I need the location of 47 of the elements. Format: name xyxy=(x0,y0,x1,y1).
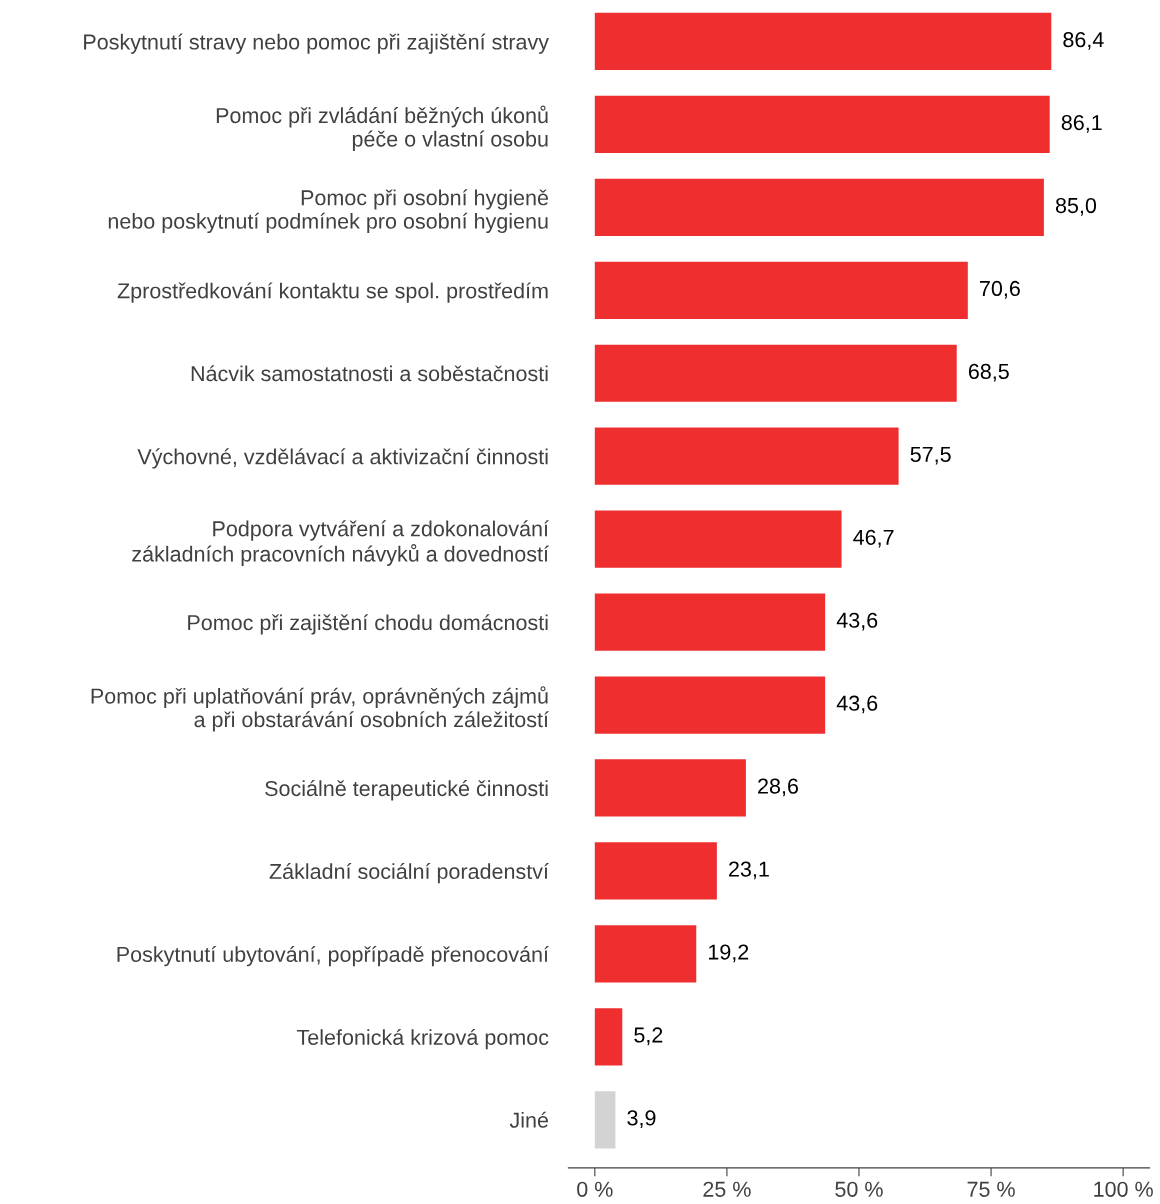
data-label: 5,2 xyxy=(634,1027,663,1046)
data-label: 86,1 xyxy=(1061,114,1102,133)
x-tick-label: 75 % xyxy=(967,1181,1015,1197)
x-tick-label: 25 % xyxy=(703,1181,751,1197)
y-tick-label: Výchovné, vzdělávací a aktivizační činnosti xyxy=(137,448,548,469)
bar xyxy=(594,427,899,485)
bar xyxy=(594,759,746,817)
y-tick-label: Sociálně terapeutické činnosti xyxy=(265,780,548,801)
data-label: 23,1 xyxy=(729,861,769,880)
y-tick-label: Podpora vytváření a zdokonalování základních pracovních návyků a dovedností xyxy=(132,520,549,566)
data-label: 86,4 xyxy=(1063,32,1104,50)
y-tick-label: Poskytnutí ubytování, popřípadě přenocování xyxy=(117,945,549,967)
y-tick-label: Pomoc při zajištění chodu domácnosti xyxy=(188,614,548,635)
y-tick-label: Poskytnutí stravy nebo pomoc při zajištění stravy xyxy=(84,33,549,54)
data-label: 70,6 xyxy=(980,280,1020,299)
bar xyxy=(594,1008,623,1066)
data-label: 19,2 xyxy=(709,944,749,963)
bar xyxy=(594,12,1052,71)
data-label: 43,6 xyxy=(836,612,878,631)
y-tick-label: Základní sociální poradenství xyxy=(269,863,549,884)
x-tick-label: 100 % xyxy=(1094,1181,1153,1197)
bar xyxy=(594,95,1050,154)
data-label: 43,6 xyxy=(836,695,878,714)
bar xyxy=(594,510,842,568)
y-tick-label: Jiné xyxy=(509,1111,548,1128)
x-tick-label: 50 % xyxy=(835,1181,883,1197)
y-tick-label: Pomoc při osobní hygieně nebo poskytnutí podmínek pro osobní hygienu xyxy=(108,189,549,234)
data-label: 68,5 xyxy=(968,363,1009,382)
data-label: 85,0 xyxy=(1055,197,1097,216)
y-tick-label: Zprostředkování kontaktu se spol. prostředím xyxy=(117,282,548,303)
bar xyxy=(594,178,1044,236)
bar xyxy=(594,261,968,319)
y-tick-label: Pomoc při zvládání běžných úkonů péče o vlastní osobu xyxy=(216,105,548,151)
y-tick-label: Nácvik samostatnosti a soběstačnosti xyxy=(191,365,548,382)
data-label: 3,9 xyxy=(627,1110,656,1129)
data-label: 46,7 xyxy=(853,529,894,548)
x-tick-label: 0 % xyxy=(577,1181,613,1197)
bar xyxy=(594,593,826,651)
bar xyxy=(594,842,717,900)
data-label: 57,5 xyxy=(910,446,951,465)
y-tick-label: Telefonická krizová pomoc xyxy=(297,1028,549,1050)
bar xyxy=(594,676,826,734)
y-tick-label: Pomoc při uplatňování práv, oprávněných zájmů a při obstarávání osobních záležitostí xyxy=(91,686,549,732)
bar xyxy=(594,344,957,402)
bar xyxy=(594,925,697,983)
bar xyxy=(594,1091,616,1149)
data-label: 28,6 xyxy=(758,778,798,797)
